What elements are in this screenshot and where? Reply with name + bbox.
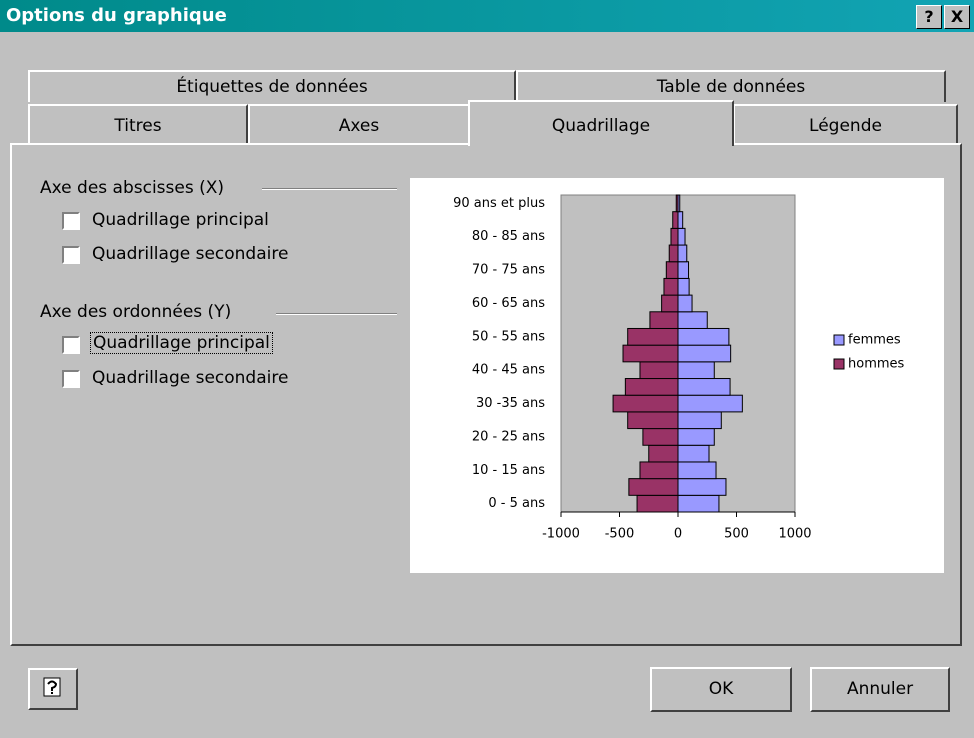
bar	[677, 444, 710, 463]
bar	[677, 361, 715, 380]
active-tab[interactable]: Quadrillage	[468, 100, 734, 146]
bar	[648, 444, 679, 463]
group-label: Axe des abscisses (X)	[40, 178, 231, 198]
legend-label: hommes	[848, 357, 905, 372]
bar	[639, 361, 679, 380]
y-tick-label: 30 -35 ans	[476, 396, 545, 411]
x-tick-label: 500	[724, 527, 749, 542]
x-tick-label: -1000	[542, 527, 580, 542]
checkbox-label[interactable]: Quadrillage principal	[90, 332, 273, 354]
bar	[677, 461, 717, 480]
bar	[636, 494, 679, 513]
bar	[612, 394, 679, 413]
bar	[627, 327, 679, 346]
tab[interactable]: Table de données	[516, 70, 946, 102]
bar	[677, 494, 720, 513]
y-tick-label: 20 - 25 ans	[472, 429, 545, 444]
help-title-button[interactable]: ?	[916, 5, 942, 29]
y-tick-label: 60 - 65 ans	[472, 296, 545, 311]
bar	[677, 327, 730, 346]
checkbox[interactable]	[62, 336, 80, 354]
bar	[677, 428, 715, 446]
bar	[677, 294, 693, 313]
y-tick-label: 80 - 85 ans	[472, 229, 545, 244]
y-tick-label: 10 - 15 ans	[472, 463, 545, 478]
bar	[677, 394, 743, 413]
bar	[627, 411, 679, 430]
group-line	[262, 188, 397, 190]
group-line	[276, 313, 397, 315]
bar	[639, 461, 679, 480]
bar	[672, 211, 679, 229]
legend-swatch	[833, 358, 845, 370]
bar	[677, 261, 690, 279]
legend-swatch	[833, 334, 845, 346]
checkbox[interactable]	[62, 246, 80, 264]
checkbox-label[interactable]: Quadrillage principal	[92, 210, 269, 230]
bar	[642, 428, 679, 446]
checkbox[interactable]	[62, 370, 80, 388]
bar	[649, 311, 679, 329]
chart: 0 - 5 ans 10 - 15 ans 20 - 25 ans 30 -35 an…	[453, 194, 940, 542]
bar	[622, 344, 679, 363]
bar	[663, 277, 679, 296]
bar	[665, 261, 679, 279]
bar	[677, 478, 727, 496]
tab[interactable]: Titres	[28, 104, 248, 143]
bar	[677, 311, 708, 329]
bar	[668, 244, 679, 263]
x-tick-label: 0	[674, 527, 682, 542]
chart-preview: 0 - 5 ans 10 - 15 ans 20 - 25 ans 30 -35 an…	[410, 178, 944, 573]
bar	[677, 244, 688, 263]
x-tick-label: -500	[605, 527, 635, 542]
dialog-title: Options du graphique	[6, 5, 227, 26]
bar	[624, 378, 679, 396]
help-button[interactable]	[28, 668, 78, 710]
bar	[677, 378, 731, 396]
legend-box	[830, 325, 940, 379]
close-button[interactable]: X	[944, 5, 970, 29]
y-tick-label: 90 ans et plus	[453, 196, 545, 211]
bar	[677, 211, 684, 229]
ok-button[interactable]: OK	[650, 667, 792, 712]
legend-label: femmes	[848, 333, 901, 348]
bar	[677, 344, 732, 363]
bar	[677, 411, 722, 430]
checkbox-label[interactable]: Quadrillage secondaire	[92, 244, 289, 264]
y-tick-label: 0 - 5 ans	[488, 496, 545, 511]
y-tick-label: 40 - 45 ans	[472, 363, 545, 378]
y-tick-label: 50 - 55 ans	[472, 329, 545, 344]
tab[interactable]: Axes	[248, 104, 470, 143]
bar	[677, 277, 690, 296]
bar	[628, 478, 679, 496]
help-icon	[43, 677, 61, 697]
group-label: Axe des ordonnées (Y)	[40, 302, 238, 322]
x-tick-label: 1000	[778, 527, 811, 542]
bar	[670, 227, 679, 246]
checkbox-label[interactable]: Quadrillage secondaire	[92, 368, 289, 388]
bar	[677, 227, 686, 246]
y-tick-label: 70 - 75 ans	[472, 263, 545, 278]
cancel-button[interactable]: Annuler	[810, 667, 950, 712]
tab[interactable]: Légende	[733, 104, 958, 143]
tab[interactable]: Étiquettes de données	[28, 70, 516, 102]
bar	[661, 294, 679, 313]
title-bar: Options du graphique ? X	[0, 0, 974, 32]
checkbox[interactable]	[62, 212, 80, 230]
